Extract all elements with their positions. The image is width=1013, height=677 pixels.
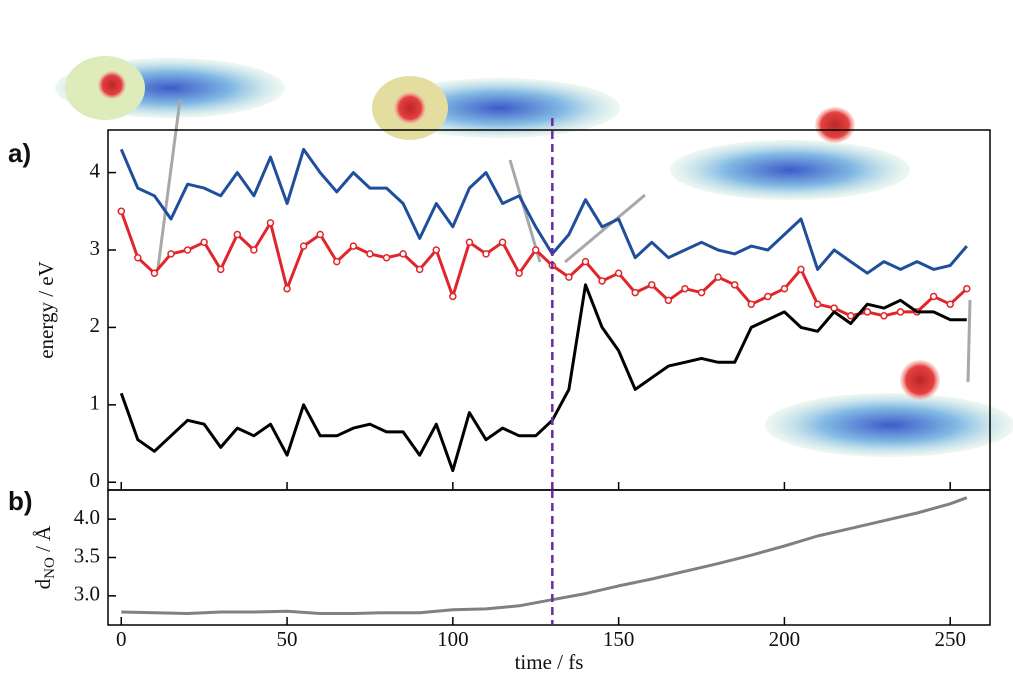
series-marker xyxy=(316,230,324,239)
panel-label: a) xyxy=(8,138,31,168)
series-marker xyxy=(233,230,242,239)
series-marker xyxy=(382,253,391,262)
series-marker xyxy=(880,312,888,320)
series-marker xyxy=(333,257,341,266)
series-marker xyxy=(515,269,523,277)
series-marker xyxy=(598,277,606,285)
series-marker xyxy=(846,312,855,320)
series-marker xyxy=(266,219,275,227)
x-tick-label: 100 xyxy=(437,627,469,651)
x-axis-label: time / fs xyxy=(515,650,584,674)
series-marker xyxy=(349,242,358,250)
series-line xyxy=(119,147,968,275)
series-marker xyxy=(283,284,291,293)
series-marker xyxy=(150,269,159,277)
series-marker xyxy=(183,246,192,254)
x-tick-label: 50 xyxy=(277,627,298,651)
series-marker xyxy=(399,250,407,258)
y-tick-label: 2 xyxy=(90,313,101,337)
plot-frame xyxy=(107,489,991,626)
series-marker xyxy=(648,281,656,289)
x-tick-label: 200 xyxy=(769,627,801,651)
series-marker xyxy=(797,265,805,274)
series-marker xyxy=(764,292,772,301)
series-marker xyxy=(863,308,872,316)
series-marker xyxy=(465,238,474,247)
series-marker xyxy=(299,242,308,250)
series-marker xyxy=(896,308,905,316)
x-tick-label: 0 xyxy=(116,627,127,651)
series-marker xyxy=(565,273,573,281)
series-marker xyxy=(780,284,789,293)
series-marker xyxy=(415,265,424,274)
y-tick-label: 3.0 xyxy=(74,582,100,606)
series-marker xyxy=(747,300,756,308)
y-label-sub: NO xyxy=(42,557,58,579)
series-marker xyxy=(813,300,822,308)
series-marker xyxy=(216,265,225,274)
y-label-main: d xyxy=(31,578,55,589)
series-marker xyxy=(167,250,175,258)
series-marker xyxy=(449,292,457,301)
series-marker xyxy=(963,284,971,293)
x-tick-label: 250 xyxy=(934,627,966,651)
series-marker xyxy=(366,250,374,258)
series-marker xyxy=(697,288,706,297)
y-tick-label: 3.5 xyxy=(74,543,100,567)
series-marker xyxy=(614,269,623,277)
y-tick-label: 3 xyxy=(90,236,101,260)
y-tick-label: 1 xyxy=(90,391,101,415)
series-marker xyxy=(531,246,540,254)
series-marker xyxy=(830,304,838,312)
series-marker xyxy=(631,288,639,297)
y-tick-label: 4 xyxy=(90,158,101,182)
molecule-illustrations xyxy=(55,56,1013,457)
series-line xyxy=(121,496,968,615)
series-marker xyxy=(581,257,590,266)
x-tick-label: 150 xyxy=(603,627,635,651)
series-marker xyxy=(664,296,673,305)
series-line xyxy=(119,283,967,473)
series-marker xyxy=(250,246,258,254)
series-marker xyxy=(730,281,739,289)
series-marker xyxy=(498,238,507,247)
series-marker xyxy=(681,284,689,293)
y-tick-label: 0 xyxy=(90,468,101,492)
series-marker xyxy=(134,253,142,262)
series-marker xyxy=(432,246,441,254)
series-marker xyxy=(929,292,938,301)
series-marker xyxy=(946,300,954,308)
y-label-rest: / Å xyxy=(31,525,55,557)
y-tick-label: 4.0 xyxy=(74,505,100,529)
series-marker xyxy=(482,250,490,258)
panel-label: b) xyxy=(8,486,33,516)
y-axis-label: dNO / Å xyxy=(31,525,59,590)
series-marker xyxy=(714,273,722,281)
y-axis-label: energy / eV xyxy=(34,261,58,359)
series-marker xyxy=(200,238,208,247)
series-line xyxy=(119,210,968,318)
series-marker xyxy=(117,207,126,216)
